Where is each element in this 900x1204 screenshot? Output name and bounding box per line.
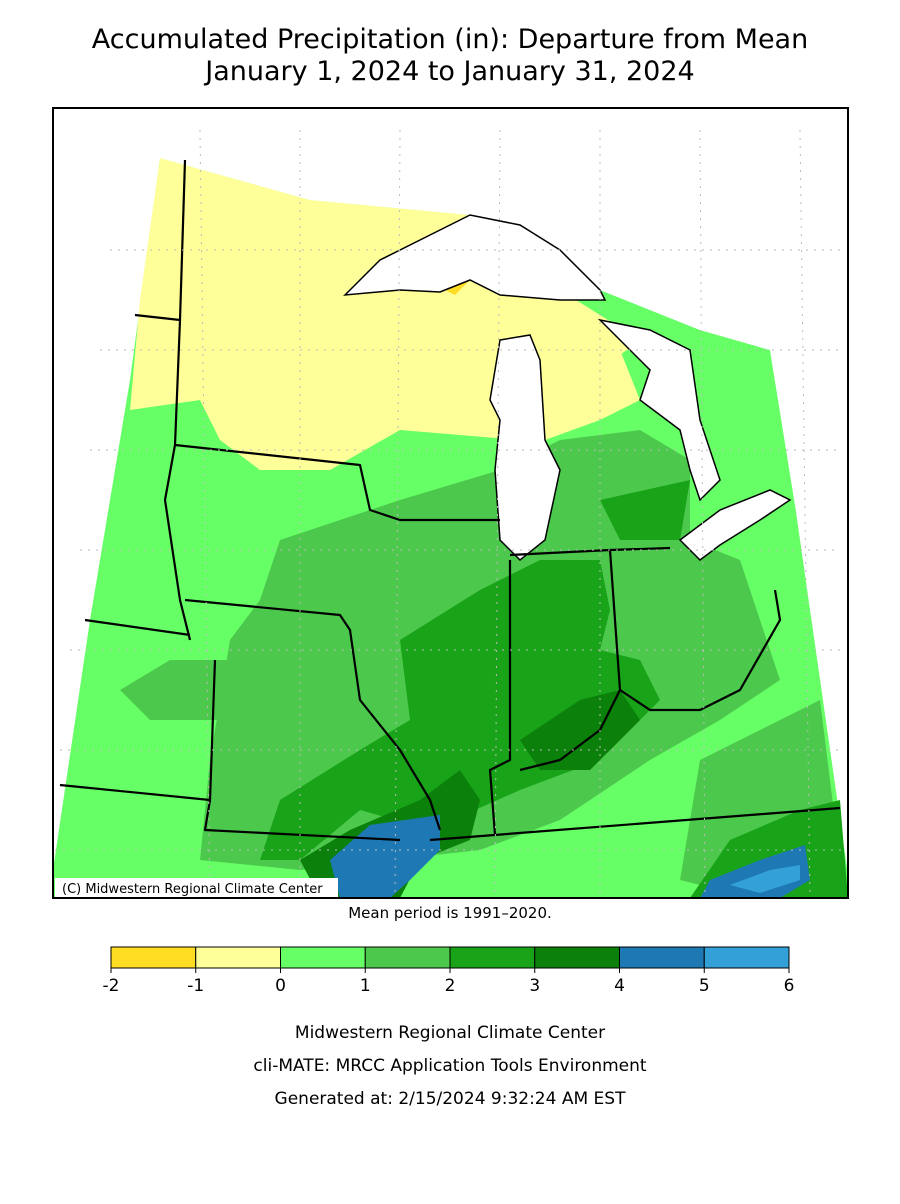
title-line: Accumulated Precipitation (in): Departur… (92, 24, 808, 55)
map: (C) Midwestern Regional Climate Center (52, 107, 849, 899)
legend-swatch (280, 946, 366, 969)
footer-line: Generated at: 2/15/2024 9:32:24 AM EST (275, 1089, 627, 1109)
region (540, 350, 640, 440)
lake-michigan (489, 334, 561, 562)
title-line: January 1, 2024 to January 31, 2024 (203, 56, 694, 87)
footer-line: cli-MATE: MRCC Application Tools Environ… (253, 1056, 646, 1076)
credit: (C) Midwestern Regional Climate Center (62, 882, 323, 897)
legend-swatch (703, 946, 790, 969)
footer-line: Midwestern Regional Climate Center (295, 1023, 605, 1043)
legend-swatch (195, 946, 281, 969)
legend-tick-label: 1 (360, 976, 371, 996)
lake-erie (678, 489, 792, 561)
mean-note: Mean period is 1991–2020. (348, 904, 552, 922)
legend-tick-label: -2 (103, 976, 120, 996)
legend-swatch (619, 946, 705, 969)
legend-swatch (110, 946, 197, 969)
legend-tick-label: -1 (187, 976, 204, 996)
legend-tick-label: 4 (614, 976, 625, 996)
region (730, 865, 800, 893)
legend-tick-label: 3 (529, 976, 540, 996)
legend-tick-label: 0 (275, 976, 286, 996)
region (120, 660, 260, 720)
region (600, 480, 690, 540)
legend-swatch (364, 946, 451, 969)
legend-tick-label: 6 (784, 976, 795, 996)
map-frame (52, 107, 849, 899)
lake-huron (597, 318, 721, 502)
legend-tick-label: 2 (445, 976, 456, 996)
region (260, 560, 660, 860)
legend-swatch (534, 946, 620, 969)
border (59, 159, 841, 842)
legend: -2 -1 0 1 2 3 4 5 6 (103, 946, 795, 996)
credit-box (55, 878, 338, 897)
canada (160, 108, 848, 520)
graticule (55, 129, 848, 899)
legend-tick-label: 5 (699, 976, 710, 996)
lake-superior (343, 214, 607, 301)
region (330, 815, 440, 898)
legend-swatch (449, 946, 536, 969)
